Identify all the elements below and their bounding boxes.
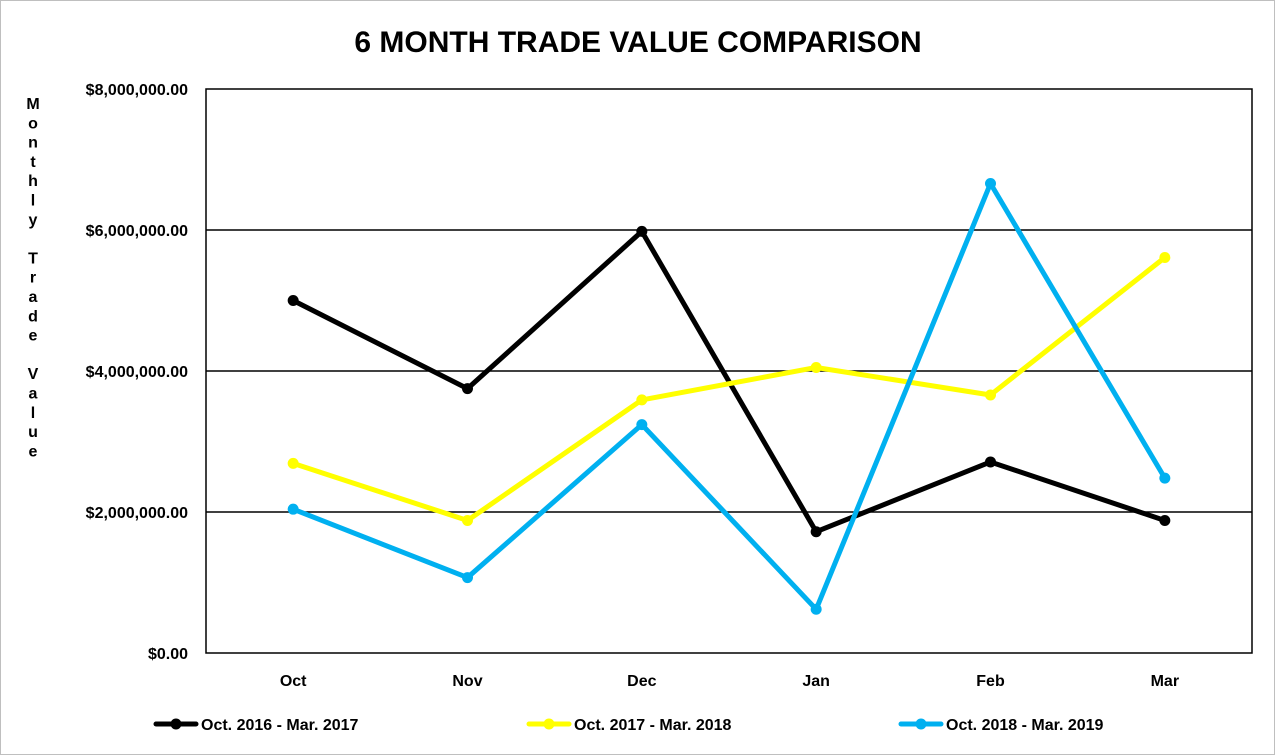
y-axis-title-char: V <box>28 366 39 383</box>
x-tick-label: Dec <box>627 673 656 690</box>
data-point <box>1159 514 1171 526</box>
x-tick-label: Jan <box>802 673 830 690</box>
legend-swatch-marker <box>543 718 555 730</box>
x-tick-label: Nov <box>452 673 482 690</box>
y-axis-title-char: T <box>28 250 38 267</box>
y-axis-title-char: h <box>28 173 38 190</box>
y-axis-title-char: y <box>29 212 38 229</box>
legend-label: Oct. 2017 - Mar. 2018 <box>574 717 732 734</box>
y-axis-title-char: a <box>29 289 38 306</box>
data-point <box>985 177 996 189</box>
data-point <box>810 526 822 538</box>
legend-label: Oct. 2018 - Mar. 2019 <box>946 717 1104 734</box>
series-line <box>290 254 1168 523</box>
data-point <box>1159 472 1171 484</box>
data-point <box>462 572 473 584</box>
x-axis-tick-labels: Oct Nov Dec Jan Feb Mar <box>280 673 1179 690</box>
y-axis-title-char: u <box>28 424 38 441</box>
series-line <box>290 180 1168 612</box>
data-point <box>462 514 473 526</box>
series-lines <box>287 177 1171 615</box>
data-point <box>287 295 299 306</box>
gridlines <box>206 229 1252 513</box>
data-point <box>636 225 648 237</box>
y-axis-title-char: e <box>29 328 38 345</box>
y-tick-label: $8,000,000.00 <box>86 82 188 99</box>
data-point <box>636 394 648 406</box>
data-point <box>636 419 648 431</box>
x-tick-label: Feb <box>976 673 1005 690</box>
legend: Oct. 2016 - Mar. 2017 Oct. 2017 - Mar. 20… <box>153 717 1104 734</box>
y-tick-label: $2,000,000.00 <box>86 505 188 522</box>
chart-title: 6 MONTH TRADE VALUE COMPARISON <box>354 26 921 59</box>
y-axis-title-char: t <box>30 154 36 171</box>
data-point <box>985 389 996 401</box>
y-axis-title-char: l <box>31 193 35 210</box>
y-axis-title-char: a <box>29 386 38 403</box>
data-point <box>985 456 996 468</box>
y-axis-title-char: e <box>29 443 38 460</box>
data-point <box>810 603 822 615</box>
legend-label: Oct. 2016 - Mar. 2017 <box>201 717 359 734</box>
x-tick-label: Oct <box>280 673 307 690</box>
x-tick-label: Mar <box>1151 673 1179 690</box>
plot-area <box>205 88 1253 654</box>
y-axis-tick-labels: $0.00 $2,000,000.00 $4,000,000.00 $6,000,00… <box>86 82 188 663</box>
y-tick-label: $0.00 <box>148 646 188 663</box>
data-point <box>810 361 822 373</box>
legend-swatch-marker <box>170 718 182 730</box>
y-axis-title-char: n <box>28 135 38 152</box>
y-axis-title-char: M <box>26 96 39 113</box>
data-point <box>287 457 299 469</box>
data-point <box>1159 251 1171 263</box>
y-axis-title-char: l <box>31 405 35 422</box>
data-point <box>287 503 299 515</box>
y-axis-title-char: o <box>28 115 38 132</box>
legend-swatch-marker <box>915 718 927 730</box>
y-tick-label: $6,000,000.00 <box>86 223 188 240</box>
y-axis-title-char: r <box>30 270 36 287</box>
y-tick-label: $4,000,000.00 <box>86 364 188 381</box>
data-point <box>462 383 473 395</box>
y-axis-title-char: d <box>28 308 38 325</box>
